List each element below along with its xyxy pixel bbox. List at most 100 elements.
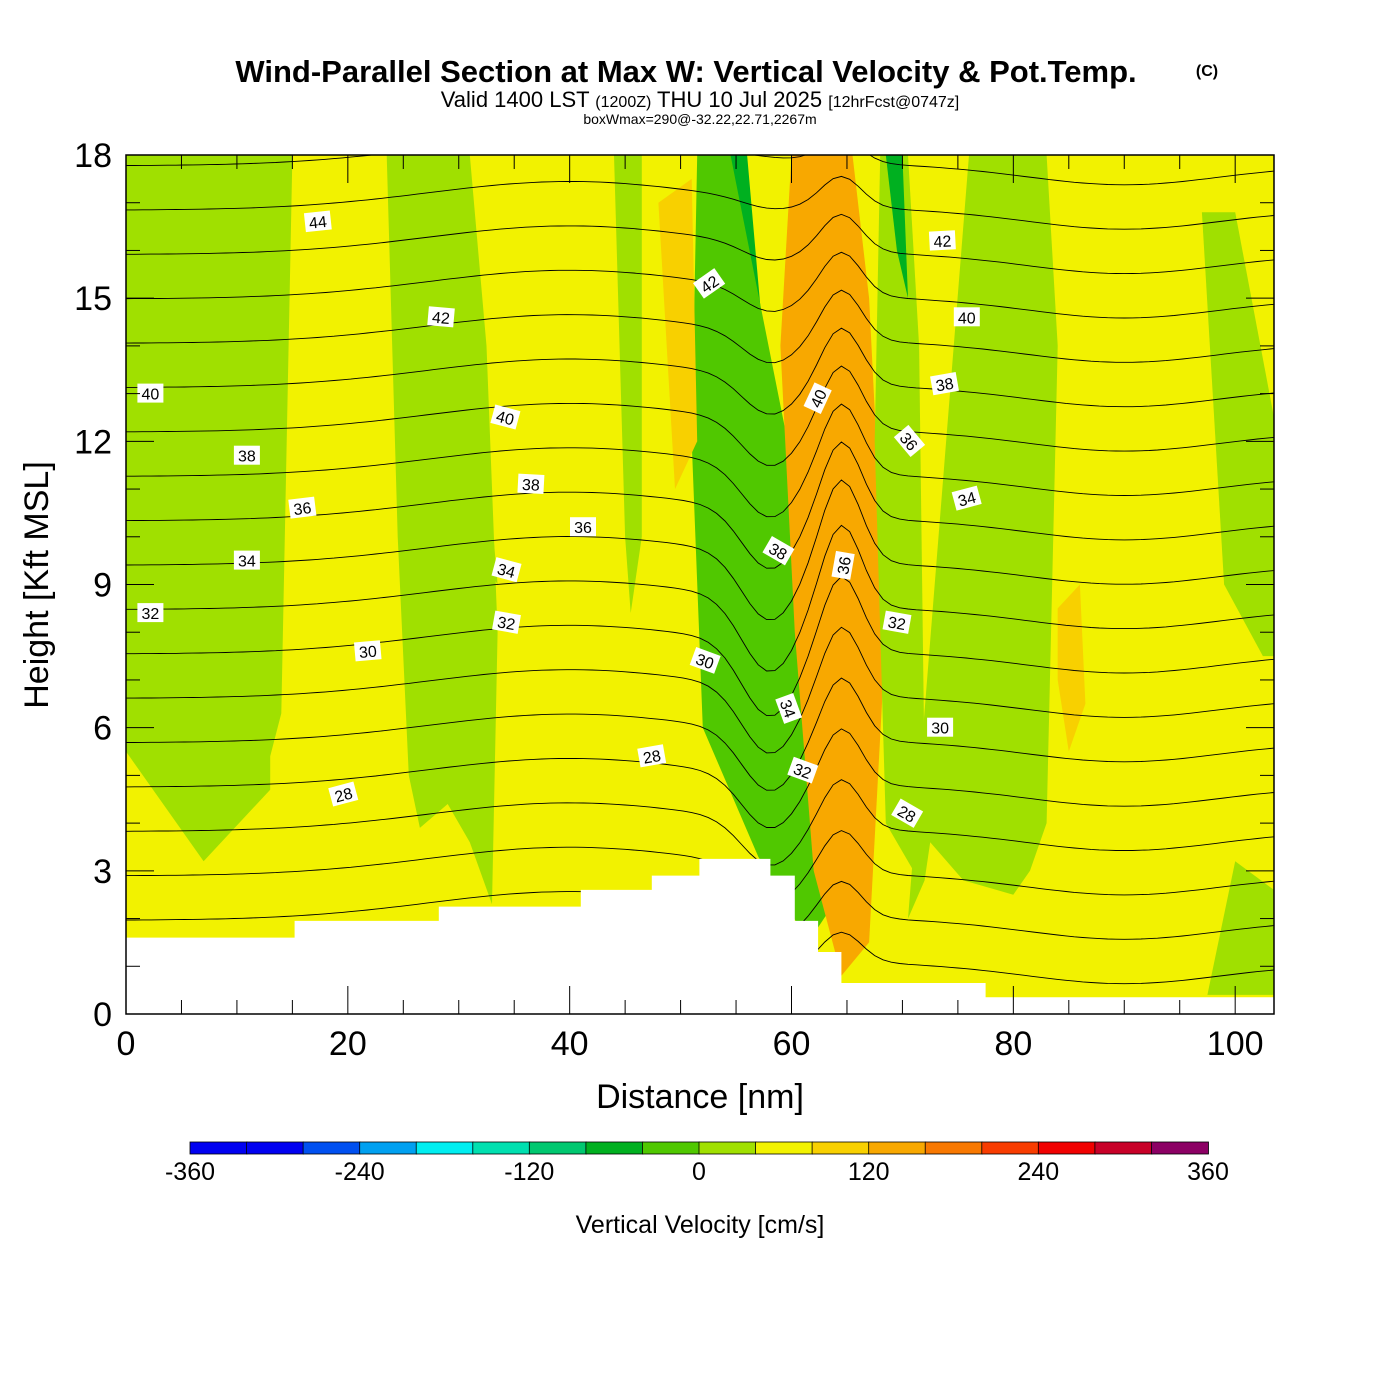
y-tick-label: 6 xyxy=(93,710,112,748)
isentrope-label: 38 xyxy=(233,445,260,466)
colorbar: -360 -240 -120 0 120 240 360 xyxy=(165,1141,1229,1186)
isentrope-label: 30 xyxy=(353,640,382,662)
colorbar-tick-label: 0 xyxy=(692,1158,706,1186)
velocity-region-far-right-green xyxy=(1201,212,1274,657)
isentrope-34 xyxy=(126,524,1274,672)
isentrope-36 xyxy=(126,441,1274,569)
isentrope-label-text: 30 xyxy=(931,721,949,738)
isentrope-label-text: 40 xyxy=(142,387,160,404)
isentrope-label: 40 xyxy=(953,307,980,327)
isentrope-37 xyxy=(126,403,1274,518)
isentrope-38 xyxy=(126,365,1274,466)
chart-title: Wind-Parallel Section at Max W: Vertical… xyxy=(235,54,1136,89)
chart-subtitle: boxWmax=290@-32.22,22.71,2267m xyxy=(583,111,816,127)
isentrope-label: 38 xyxy=(517,473,545,495)
isentrope-label: 42 xyxy=(427,306,455,328)
isentrope-label: 38 xyxy=(930,371,959,396)
colorbar-tick-label: -120 xyxy=(504,1158,554,1186)
isentrope-label: 40 xyxy=(803,382,832,414)
isentrope-label: 30 xyxy=(927,717,954,738)
isentrope-44 xyxy=(126,155,1274,186)
x-tick-label: 40 xyxy=(551,1025,589,1063)
velocity-region-band-33 xyxy=(483,417,498,585)
isentrope-label-text: 32 xyxy=(496,614,517,634)
isentrope-label-text: 38 xyxy=(765,541,789,565)
colorbar-swatch xyxy=(302,1141,361,1155)
colorbar-tick-label: -360 xyxy=(165,1158,215,1186)
terrain-mask xyxy=(126,858,1274,1014)
y-tick-label: 18 xyxy=(74,137,112,175)
colorbar-swatch xyxy=(642,1141,700,1155)
y-tick-label: 12 xyxy=(74,423,112,461)
isentrope-40 xyxy=(126,289,1274,364)
colorbar-swatch xyxy=(924,1141,983,1155)
y-tick-label: 15 xyxy=(74,280,112,318)
isentrope-label-text: 30 xyxy=(693,651,716,673)
velocity-region-left-weak-updraft xyxy=(126,155,293,862)
y-axis-label: Height [Kft MSL] xyxy=(18,461,56,709)
isentrope-label: 34 xyxy=(951,485,982,511)
colorbar-tick-label: 120 xyxy=(848,1158,890,1186)
isentrope-label: 34 xyxy=(775,692,803,724)
velocity-region-right-cyan xyxy=(885,155,908,299)
x-axis-label: Distance [nm] xyxy=(596,1078,804,1116)
isentrope-33 xyxy=(126,575,1274,717)
isentrope-label-text: 38 xyxy=(521,477,540,495)
isentrope-label-text: 30 xyxy=(358,644,377,662)
isentrope-label-text: 44 xyxy=(308,214,328,233)
isentrope-label-text: 34 xyxy=(495,561,517,582)
colorbar-tick-label: 240 xyxy=(1017,1158,1059,1186)
isentrope-label: 32 xyxy=(882,610,912,634)
isentrope-label-text: 40 xyxy=(958,310,976,327)
colorbar-tick-label: -240 xyxy=(335,1158,385,1186)
isentrope-label: 36 xyxy=(831,550,855,580)
colorbar-swatch xyxy=(1037,1141,1096,1155)
velocity-region-right-lower-yellow xyxy=(1068,894,1213,995)
isentrope-35 xyxy=(126,479,1274,621)
velocity-region-orange-pocket-upper xyxy=(658,178,698,490)
isentrope-label-text: 34 xyxy=(776,698,798,721)
isentrope-label-text: 28 xyxy=(642,748,663,768)
velocity-region-band-20-30 xyxy=(386,155,498,905)
isentrope-label: 28 xyxy=(328,781,359,807)
isentrope-label-text: 38 xyxy=(935,376,956,396)
colorbar-swatch xyxy=(189,1141,248,1155)
isentrope-label-text: 40 xyxy=(808,387,831,410)
isentrope-29 xyxy=(126,779,1274,866)
isentrope-32 xyxy=(126,626,1274,754)
x-tick-label: 60 xyxy=(773,1025,811,1063)
y-tick-label: 0 xyxy=(93,996,112,1034)
valid-time: Valid 1400 LST (1200Z) THU 10 Jul 2025 [… xyxy=(441,87,959,112)
isentrope-label: 44 xyxy=(303,210,332,233)
x-tick-label: 0 xyxy=(117,1025,136,1063)
isentrope-39 xyxy=(126,327,1274,415)
colorbar-swatch xyxy=(585,1141,644,1155)
colorbar-swatch xyxy=(528,1141,587,1155)
isentrope-label: 40 xyxy=(137,383,164,404)
colorbar-swatch xyxy=(1151,1141,1209,1155)
isentrope-label-text: 32 xyxy=(791,761,814,783)
isentrope-label: 28 xyxy=(891,798,924,828)
isentrope-label-text: 34 xyxy=(956,490,978,511)
isentrope-43 xyxy=(126,175,1274,230)
isentrope-label-text: 28 xyxy=(333,785,355,806)
isentrope-label-text: 42 xyxy=(431,310,450,328)
title-block: Wind-Parallel Section at Max W: Vertical… xyxy=(235,54,1218,127)
isentrope-label: 42 xyxy=(928,230,956,251)
colorbar-label: Vertical Velocity [cm/s] xyxy=(576,1211,825,1239)
colorbar-swatch xyxy=(868,1141,927,1155)
isentrope-label-text: 38 xyxy=(238,449,256,466)
colorbar-swatch xyxy=(359,1141,418,1155)
isentrope-label-text: 42 xyxy=(933,233,952,251)
colorbar-swatch xyxy=(415,1141,474,1155)
isentrope-42 xyxy=(126,213,1274,275)
velocity-region-far-right-lower xyxy=(1207,861,1274,995)
x-tick-label: 100 xyxy=(1207,1025,1264,1063)
y-tick-label: 3 xyxy=(93,853,112,891)
isentrope-label: 34 xyxy=(233,550,260,571)
isentrope-label-text: 40 xyxy=(494,408,516,429)
isentrope-label: 32 xyxy=(492,610,521,634)
